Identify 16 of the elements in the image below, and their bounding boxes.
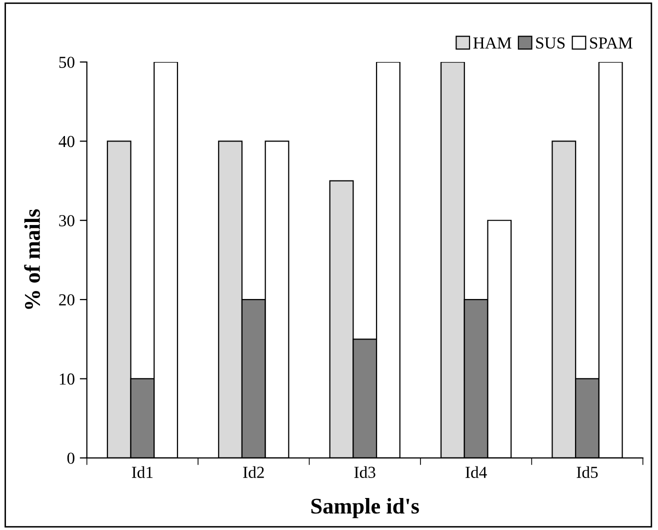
x-tick-label: Id2 bbox=[243, 466, 264, 478]
y-tick-label: 10 bbox=[60, 373, 74, 385]
x-tick-label: Id3 bbox=[354, 466, 376, 478]
y-tick-label: 0 bbox=[67, 452, 74, 464]
x-axis-title: Sample id's bbox=[311, 498, 419, 518]
y-axis-title: % of mails bbox=[24, 209, 40, 309]
x-tick-label: Id1 bbox=[132, 466, 153, 478]
legend-label: SPAM bbox=[590, 37, 632, 49]
y-tick-label: 50 bbox=[59, 56, 74, 68]
y-tick-label: 20 bbox=[59, 294, 74, 306]
legend-label: HAM bbox=[473, 37, 512, 48]
x-tick-label: Id5 bbox=[576, 466, 598, 478]
y-tick-label: 30 bbox=[59, 215, 74, 226]
x-tick-label: Id4 bbox=[466, 466, 487, 478]
y-tick-label: 40 bbox=[58, 136, 74, 148]
legend-label: SUS bbox=[536, 37, 565, 49]
